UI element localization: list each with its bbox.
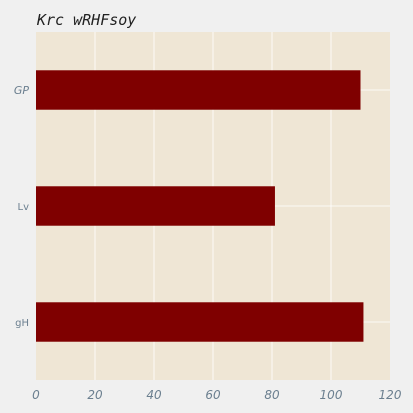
x-tick-label: 120: [379, 388, 402, 402]
x-tick-label: 40: [146, 388, 162, 402]
x-tick-label: 20: [87, 388, 103, 402]
x-tick-label: 60: [205, 388, 221, 402]
y-tick-label: GP: [14, 84, 30, 97]
y-tick-label: gH: [15, 318, 29, 329]
bar-lv: [36, 186, 275, 226]
x-tick-label: 100: [320, 388, 343, 402]
y-tick-label: Lv: [18, 202, 30, 213]
x-axis-ticks: 0 20 40 60 80 100 120: [32, 388, 402, 402]
bar-gh: [36, 302, 364, 342]
x-tick-label: 0: [32, 388, 40, 402]
bar-gp: [36, 70, 361, 110]
y-axis-ticks: GP Lv gH: [14, 84, 30, 329]
chart-title: Krc wRHFsoy: [36, 11, 136, 29]
x-tick-label: 80: [264, 388, 280, 402]
bars: [36, 70, 364, 342]
